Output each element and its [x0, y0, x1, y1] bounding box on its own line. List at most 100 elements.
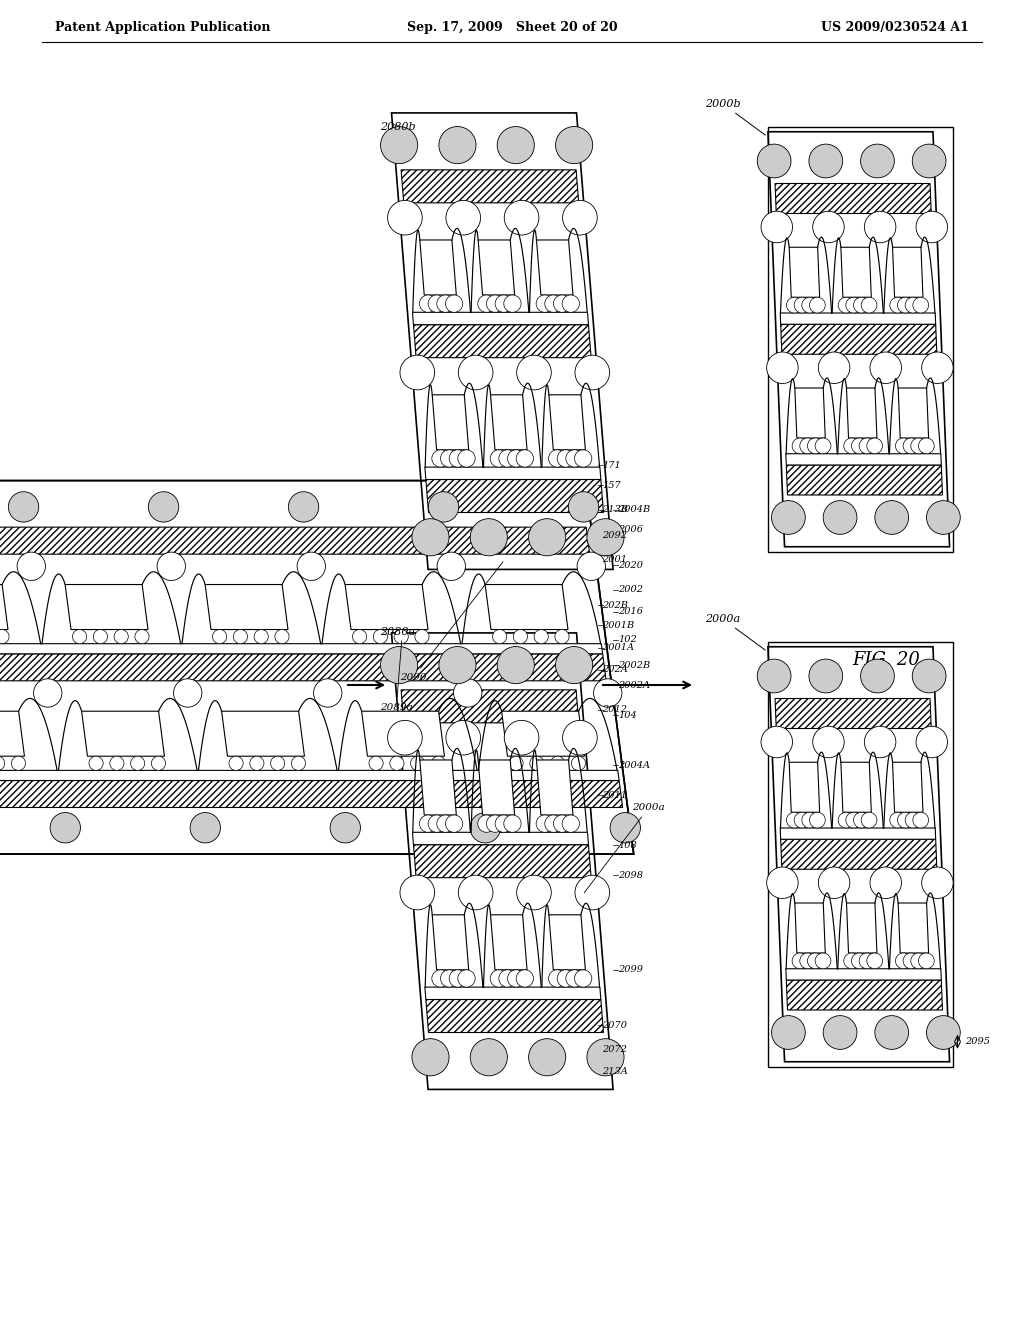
- Circle shape: [459, 875, 493, 909]
- Polygon shape: [414, 325, 591, 358]
- Circle shape: [823, 500, 857, 535]
- Text: 2002A: 2002A: [618, 681, 650, 689]
- Circle shape: [229, 756, 243, 771]
- Polygon shape: [785, 969, 941, 979]
- Text: 104: 104: [618, 710, 637, 719]
- Polygon shape: [425, 467, 601, 479]
- Polygon shape: [345, 585, 428, 630]
- Circle shape: [17, 552, 45, 581]
- Circle shape: [922, 352, 953, 384]
- Circle shape: [420, 294, 437, 313]
- Circle shape: [771, 1015, 805, 1049]
- Circle shape: [509, 756, 523, 771]
- Circle shape: [0, 756, 5, 771]
- Circle shape: [905, 297, 921, 313]
- Circle shape: [73, 630, 87, 644]
- Circle shape: [470, 813, 501, 843]
- Polygon shape: [432, 915, 469, 970]
- Polygon shape: [0, 527, 590, 554]
- Circle shape: [562, 721, 597, 755]
- Circle shape: [470, 519, 507, 556]
- Polygon shape: [780, 828, 936, 840]
- Circle shape: [499, 450, 516, 467]
- Polygon shape: [0, 585, 8, 630]
- Circle shape: [786, 297, 802, 313]
- Polygon shape: [361, 711, 444, 756]
- Circle shape: [860, 144, 894, 178]
- Polygon shape: [490, 395, 527, 450]
- Bar: [768, 127, 952, 552]
- Circle shape: [289, 492, 318, 523]
- Circle shape: [903, 438, 919, 454]
- Circle shape: [528, 1039, 565, 1076]
- Circle shape: [330, 813, 360, 843]
- Bar: [768, 642, 952, 1067]
- Circle shape: [428, 294, 445, 313]
- Circle shape: [866, 953, 883, 969]
- Circle shape: [815, 953, 830, 969]
- Circle shape: [437, 814, 454, 833]
- Circle shape: [800, 438, 815, 454]
- Circle shape: [566, 970, 583, 987]
- Text: 2095: 2095: [966, 1038, 990, 1047]
- Circle shape: [566, 450, 583, 467]
- Circle shape: [551, 756, 565, 771]
- Circle shape: [813, 726, 844, 758]
- Circle shape: [470, 1039, 507, 1076]
- Circle shape: [545, 294, 562, 313]
- Circle shape: [802, 812, 817, 828]
- Circle shape: [440, 970, 458, 987]
- Text: 2011: 2011: [602, 791, 628, 800]
- Circle shape: [846, 812, 861, 828]
- Circle shape: [458, 970, 475, 987]
- Text: 202A: 202A: [602, 665, 629, 675]
- Circle shape: [771, 500, 805, 535]
- Text: 213A: 213A: [602, 1068, 629, 1077]
- Circle shape: [394, 630, 409, 644]
- Circle shape: [574, 450, 592, 467]
- Circle shape: [562, 201, 597, 235]
- Circle shape: [568, 492, 599, 523]
- Polygon shape: [549, 395, 586, 450]
- Polygon shape: [790, 247, 819, 297]
- Circle shape: [861, 297, 877, 313]
- Text: 2006: 2006: [618, 525, 643, 535]
- Circle shape: [870, 867, 901, 899]
- Circle shape: [795, 297, 810, 313]
- Circle shape: [808, 953, 823, 969]
- Text: 2099: 2099: [618, 965, 643, 974]
- Polygon shape: [478, 240, 515, 294]
- Circle shape: [411, 756, 425, 771]
- Polygon shape: [205, 585, 288, 630]
- Polygon shape: [420, 240, 457, 294]
- Circle shape: [859, 953, 874, 969]
- Circle shape: [445, 201, 480, 235]
- Circle shape: [557, 450, 574, 467]
- Polygon shape: [426, 479, 603, 512]
- Circle shape: [852, 953, 867, 969]
- Circle shape: [562, 294, 580, 313]
- Polygon shape: [0, 780, 623, 808]
- Polygon shape: [898, 903, 929, 953]
- Circle shape: [870, 352, 901, 384]
- Circle shape: [562, 814, 580, 833]
- Circle shape: [508, 970, 525, 987]
- Circle shape: [800, 953, 815, 969]
- Circle shape: [250, 756, 264, 771]
- Circle shape: [758, 659, 791, 693]
- Circle shape: [553, 814, 570, 833]
- Circle shape: [131, 756, 144, 771]
- Polygon shape: [221, 711, 304, 756]
- Polygon shape: [775, 698, 931, 729]
- Circle shape: [545, 814, 562, 833]
- Circle shape: [513, 630, 527, 644]
- Circle shape: [517, 355, 551, 389]
- Polygon shape: [790, 762, 819, 812]
- Circle shape: [415, 630, 429, 644]
- Circle shape: [910, 438, 927, 454]
- Circle shape: [254, 630, 268, 644]
- Circle shape: [556, 647, 593, 684]
- Circle shape: [861, 812, 877, 828]
- Circle shape: [439, 127, 476, 164]
- Circle shape: [919, 953, 934, 969]
